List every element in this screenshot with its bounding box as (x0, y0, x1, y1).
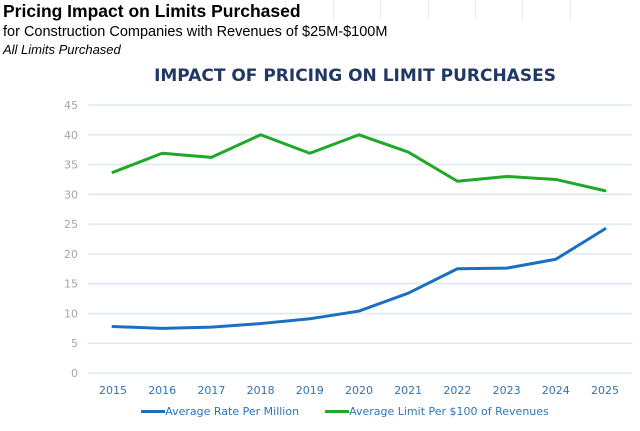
y-tick-label: 0 (71, 367, 78, 380)
sheet-gridline (285, 0, 286, 20)
legend-label-rate: Average Rate Per Million (165, 405, 300, 418)
y-tick-label: 5 (71, 337, 78, 350)
series-layer (111, 133, 607, 330)
y-tick-label: 10 (64, 307, 78, 320)
x-tick-label: 2018 (247, 384, 275, 397)
legend-label-limit: Average Limit Per $100 of Revenues (349, 405, 549, 418)
sheet-gridline (570, 0, 571, 20)
x-tick-label: 2017 (197, 384, 225, 397)
chart-legend: Average Rate Per Million Average Limit P… (0, 405, 640, 418)
legend-item-rate: Average Rate Per Million (141, 405, 299, 418)
x-tick-label: 2025 (591, 384, 619, 397)
sheet-gridline (428, 0, 429, 20)
page-title: Pricing Impact on Limits Purchased (3, 1, 301, 21)
grid-layer (88, 104, 632, 374)
y-tick-label: 25 (64, 218, 78, 231)
y-tick-label: 15 (64, 278, 78, 291)
x-tick-label: 2022 (443, 384, 471, 397)
y-tick-label: 40 (64, 129, 78, 142)
x-tick-label: 2016 (148, 384, 176, 397)
x-tick-label: 2015 (99, 384, 127, 397)
sheet-gridline (475, 0, 476, 20)
x-tick-label: 2020 (345, 384, 373, 397)
y-tick-label: 45 (64, 99, 78, 112)
sheet-gridline (522, 0, 523, 20)
page-subtitle: for Construction Companies with Revenues… (3, 24, 388, 40)
legend-swatch-rate (141, 410, 166, 413)
y-tick-label: 30 (64, 188, 78, 201)
y-tick-label: 20 (64, 248, 78, 261)
x-tick-label: 2019 (296, 384, 324, 397)
sheet-gridline (333, 0, 334, 20)
page-note: All Limits Purchased (3, 42, 121, 57)
x-tick-label: 2023 (493, 384, 521, 397)
sheet-gridline (380, 0, 381, 20)
x-tick-label: 2021 (394, 384, 422, 397)
legend-swatch-limit (325, 410, 350, 413)
legend-item-limit: Average Limit Per $100 of Revenues (325, 405, 549, 418)
chart-title: IMPACT OF PRICING ON LIMIT PURCHASES (154, 66, 556, 86)
x-tick-label: 2024 (542, 384, 570, 397)
x-axis-ticks: 2015 2016 2017 2018 2019 2020 2021 2022 2023 2024… (99, 384, 619, 397)
y-axis-ticks: 0 5 10 15 20 25 30 35 40 45 (64, 99, 78, 380)
y-tick-label: 35 (64, 159, 78, 172)
series-line-limit (111, 133, 607, 193)
